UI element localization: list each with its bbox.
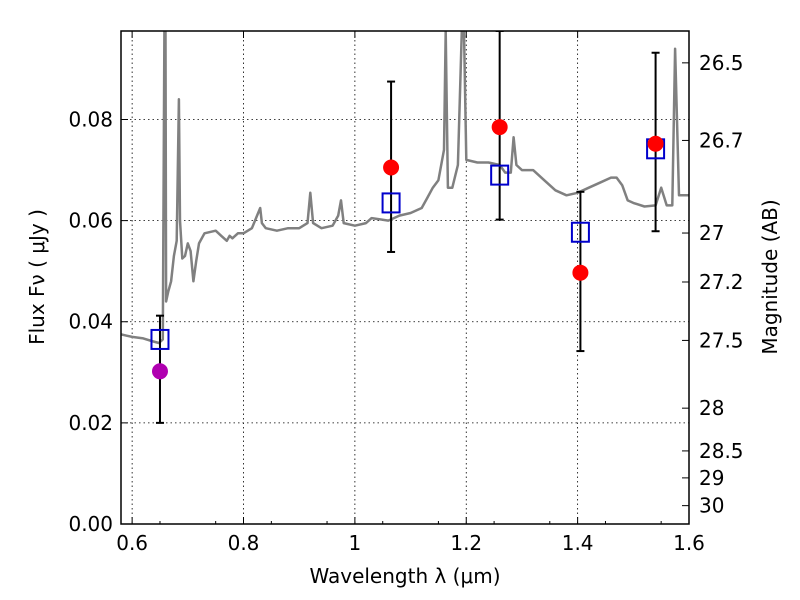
plot-frame — [120, 30, 690, 525]
ticks: 0.6 0.8 1 1.2 1.4 1.6 0.00 0.02 0.04 0.06 0.08 26.5… — [68, 31, 744, 555]
marker-layer — [150, 31, 666, 424]
plot-background — [121, 31, 689, 524]
model-square-marker — [381, 192, 401, 214]
observed-flux-point — [383, 159, 400, 176]
mag-tick-label: 27.2 — [699, 270, 744, 294]
y-tick-label: 0.00 — [68, 512, 113, 536]
x-tick-label: 1.2 — [450, 531, 482, 555]
mag-tick-label: 29 — [699, 466, 724, 490]
mag-tick-label: 26.7 — [699, 128, 744, 152]
x-axis-label: Wavelength λ (μm) — [309, 564, 500, 588]
y-tick-label: 0.06 — [68, 209, 113, 233]
mag-tick-label: 28 — [699, 396, 724, 420]
model-square-marker — [570, 221, 590, 243]
x-tick-label: 1.4 — [562, 531, 594, 555]
y-tick-label: 0.08 — [68, 107, 113, 131]
observed-flux-point — [151, 363, 168, 380]
model-square-marker — [150, 328, 170, 350]
x-tick-label: 0.6 — [116, 531, 148, 555]
spectrum-layer — [121, 31, 689, 345]
observed-flux-point — [491, 119, 508, 136]
x-tick-label: 0.8 — [228, 531, 260, 555]
y-tick-label: 0.02 — [68, 411, 113, 435]
mag-tick-label: 27 — [699, 221, 724, 245]
mag-tick-label: 28.5 — [699, 439, 744, 463]
observed-flux-point — [647, 135, 664, 152]
y-axis-label: Flux Fν ( μJy ) — [25, 209, 49, 345]
y-tick-label: 0.04 — [68, 310, 113, 334]
model-square-marker — [490, 164, 510, 186]
mag-tick-label: 27.5 — [699, 328, 744, 352]
spectrum-line — [121, 31, 689, 345]
mag-tick-label: 30 — [699, 494, 724, 518]
observed-flux-point — [572, 264, 589, 281]
x-tick-label: 1 — [349, 531, 362, 555]
x-tick-label: 1.6 — [673, 531, 705, 555]
y-axis-right-label: Magnitude (AB) — [758, 199, 782, 354]
mag-tick-label: 26.5 — [699, 51, 744, 75]
